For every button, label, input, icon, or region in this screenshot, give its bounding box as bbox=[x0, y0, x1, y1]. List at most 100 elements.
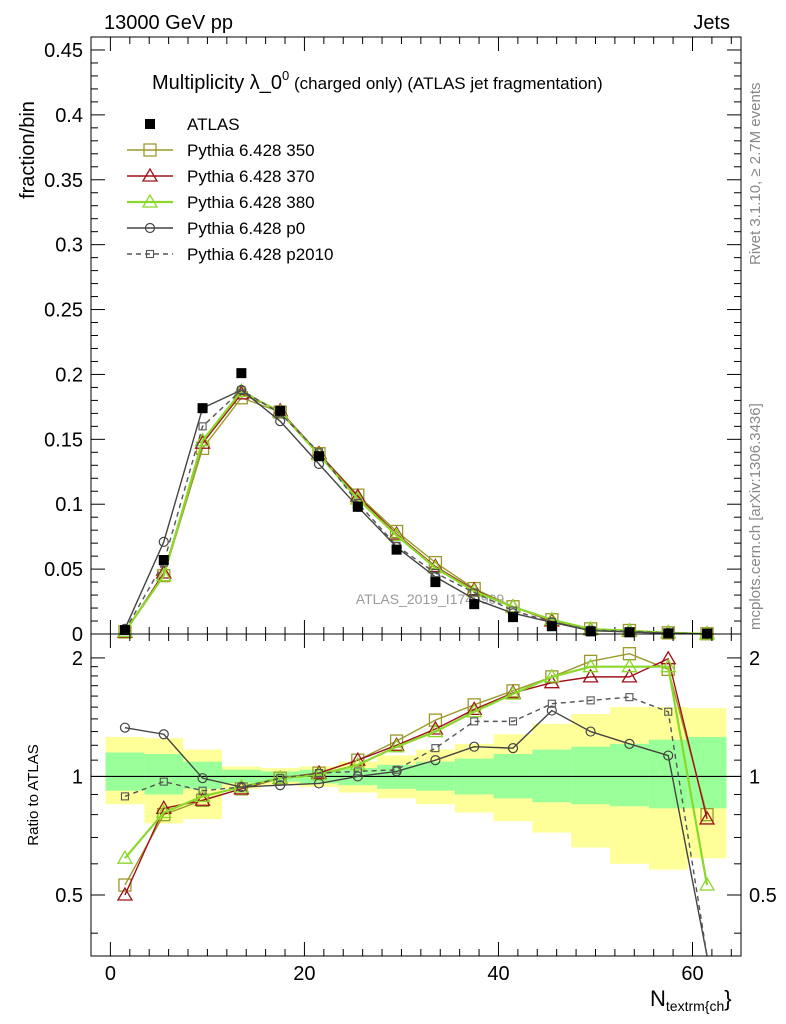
ratio-series-point bbox=[586, 696, 595, 705]
legend-entry-label: Pythia 6.428 350 bbox=[187, 141, 315, 160]
atlas-data-point bbox=[158, 555, 169, 566]
legend-marker bbox=[144, 222, 156, 234]
ratio-series-point bbox=[116, 849, 134, 864]
ratio-series-point bbox=[276, 774, 285, 783]
ratio-series-point bbox=[507, 743, 519, 754]
ratio-series-point bbox=[621, 668, 638, 683]
ratio-series-point bbox=[159, 777, 168, 786]
ratio-series-point bbox=[194, 791, 211, 806]
main-y-tick-label: 0.15 bbox=[44, 429, 83, 451]
main-chart-title: Multiplicity λ_00 (charged only) (ATLAS … bbox=[152, 68, 603, 94]
legend-marker bbox=[141, 193, 159, 208]
ratio-plot-panel: 0.5 0.51 12 20 20 40 60 Ratio to ATLAS Ntextrm… bbox=[25, 633, 777, 1014]
x-axis-label: Ntextrm{ch} bbox=[650, 986, 732, 1014]
header-left-label: 13000 GeV pp bbox=[104, 12, 233, 34]
ratio-series-point bbox=[427, 723, 444, 738]
ratio-series-line bbox=[124, 665, 709, 886]
ratio-series-point bbox=[621, 658, 638, 673]
ratio-series-point bbox=[466, 701, 483, 716]
ratio-uncertainty-band-inner bbox=[687, 736, 727, 809]
ratio-series-line bbox=[124, 657, 708, 896]
atlas-data-point bbox=[275, 405, 286, 416]
atlas-data-point bbox=[391, 544, 402, 555]
header-right-label: Jets bbox=[693, 12, 730, 34]
mcplots-label: mcplots.cern.ch [arXiv:1306.3436] bbox=[747, 403, 764, 630]
atlas-data-point bbox=[197, 403, 208, 414]
main-y-tick-label: 0 bbox=[72, 624, 83, 646]
atlas-data-point bbox=[508, 612, 519, 623]
atlas-data-point bbox=[469, 599, 480, 610]
ratio-y-tick-label: 2 bbox=[72, 648, 83, 670]
ratio-y-tick-label-right: 1 bbox=[749, 766, 760, 788]
ratio-y-tick-label: 0.5 bbox=[55, 885, 83, 907]
main-series-line bbox=[124, 389, 708, 635]
ratio-series-point bbox=[349, 756, 366, 771]
ratio-series-point bbox=[236, 781, 247, 793]
main-y-tick-label: 0.4 bbox=[55, 105, 83, 127]
main-series-point bbox=[431, 568, 440, 578]
ratio-series-point bbox=[353, 767, 362, 776]
legend-entry-label: Pythia 6.428 p0 bbox=[187, 219, 305, 238]
legend-marker bbox=[145, 119, 155, 129]
main-series-point bbox=[155, 567, 172, 582]
ratio-series-point bbox=[700, 807, 714, 822]
main-y-tick-label: 0.2 bbox=[55, 364, 83, 386]
ratio-uncertainty-band-inner bbox=[610, 743, 649, 807]
ratio-series-point bbox=[582, 668, 599, 683]
atlas-data-point bbox=[624, 627, 635, 638]
main-series-point bbox=[388, 527, 405, 542]
legend-entry-label: Pythia 6.428 370 bbox=[187, 167, 315, 186]
atlas-data-point bbox=[236, 368, 247, 379]
ratio-series-point bbox=[427, 720, 444, 735]
ratio-series-point bbox=[547, 699, 556, 708]
atlas-data-point bbox=[585, 626, 596, 637]
main-y-tick-label: 0.35 bbox=[44, 170, 83, 192]
ratio-uncertainty-band-inner bbox=[571, 746, 611, 805]
ratio-series-point bbox=[546, 705, 557, 716]
main-series-point bbox=[236, 384, 247, 396]
ratio-y-tick-label-right: 0.5 bbox=[749, 885, 777, 907]
ratio-series-point bbox=[470, 717, 479, 726]
x-tick-label: 20 bbox=[293, 963, 315, 985]
ratio-series-line bbox=[124, 709, 708, 957]
ratio-series-point bbox=[469, 741, 480, 752]
ratio-series-point bbox=[663, 750, 674, 761]
ratio-series-point bbox=[314, 769, 324, 778]
ratio-series-point bbox=[508, 717, 518, 726]
ratio-series-point bbox=[237, 782, 246, 792]
ratio-series-point bbox=[698, 876, 716, 891]
ratio-series-point bbox=[194, 788, 211, 803]
main-y-tick-label: 0.1 bbox=[55, 494, 83, 516]
legend-marker bbox=[145, 249, 155, 259]
ratio-series-point bbox=[120, 792, 130, 801]
legend: ATLAS Pythia 6.428 350 Pythia 6.428 370 Pyt… bbox=[127, 115, 334, 264]
ratio-y-tick-label: 1 bbox=[72, 766, 83, 788]
ratio-series-point bbox=[664, 707, 673, 716]
x-tick-label: 40 bbox=[487, 963, 509, 985]
ratio-series-point bbox=[391, 766, 402, 777]
ratio-series-point bbox=[466, 703, 483, 718]
ratio-series-point bbox=[585, 726, 596, 737]
main-series-point bbox=[470, 588, 479, 597]
ratio-series-point bbox=[116, 886, 134, 901]
ratio-series-point bbox=[430, 755, 441, 766]
ratio-series-point bbox=[197, 773, 208, 784]
main-series-point bbox=[504, 598, 522, 613]
x-tick-label: 60 bbox=[681, 963, 703, 985]
atlas-data-point bbox=[430, 577, 441, 588]
atlas-data-point bbox=[119, 625, 130, 636]
rivet-version-label: Rivet 3.1.10, ≥ 2.7M events bbox=[747, 83, 764, 266]
ratio-series-point bbox=[428, 713, 443, 727]
legend-entry-label: ATLAS bbox=[187, 115, 240, 134]
main-series-point bbox=[389, 524, 404, 539]
ratio-series-point bbox=[198, 786, 207, 795]
ratio-series-point bbox=[392, 765, 401, 774]
ratio-series-line bbox=[124, 696, 708, 957]
main-y-tick-label: 0.05 bbox=[44, 559, 83, 581]
ratio-series-point bbox=[119, 722, 131, 733]
ratio-plot-frame bbox=[90, 633, 742, 957]
ratio-series-point bbox=[625, 693, 634, 702]
main-plot-panel: fraction/bin Multiplicity λ_00 (charged … bbox=[17, 36, 742, 646]
ratio-series-point bbox=[504, 685, 522, 700]
